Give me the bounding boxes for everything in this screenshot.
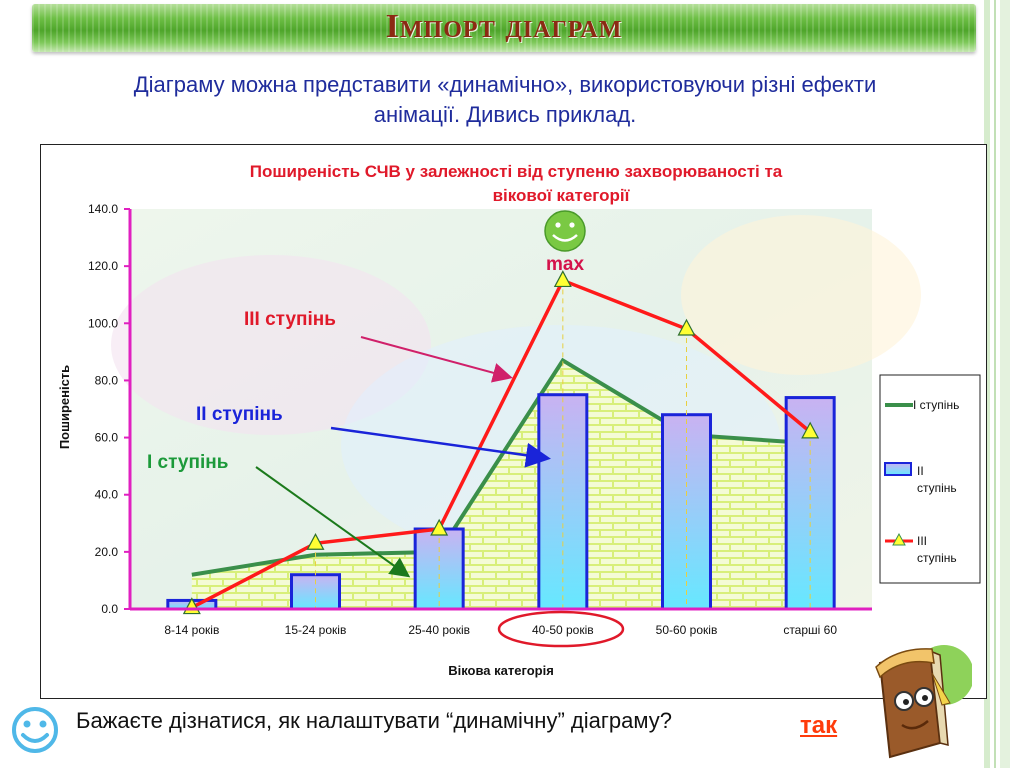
- point-series-3: [801, 421, 820, 439]
- series-1-area-fill: [191, 360, 811, 609]
- legend-label-series-1: I ступінь: [913, 398, 959, 412]
- y-tick-label: 140.0: [88, 202, 118, 216]
- series-3-line: [191, 278, 812, 610]
- highlight-ellipse: [497, 610, 625, 648]
- chart-svg: Поширеність СЧВ у залежності від ступеню…: [57, 162, 981, 678]
- point-series-3: [306, 533, 325, 550]
- y-tick-label: 0.0: [101, 602, 118, 616]
- annotation-series-1: I ступінь: [147, 452, 228, 473]
- legend-label-series-2: II ступінь: [917, 464, 957, 495]
- annotation-arrow-series-2: [330, 426, 551, 468]
- point-series-3: [677, 318, 696, 336]
- slide-title: Імпорт діаграм: [385, 8, 623, 45]
- intro-text: Діаграму можна представити «динамічно», …: [40, 70, 970, 130]
- y-tick-label: 20.0: [95, 545, 119, 559]
- y-tick-label: 120.0: [88, 259, 118, 273]
- x-tick-label: 15-24 років: [285, 623, 347, 637]
- chart-title-line-2: вікової категорії: [493, 186, 631, 205]
- x-tick-label: 8-14 років: [164, 623, 219, 637]
- y-tick-label: 80.0: [95, 373, 119, 387]
- x-tick-label: 40-50 років: [532, 623, 594, 637]
- legend-label-series-3: III ступінь: [917, 534, 957, 565]
- chart-container: Поширеність СЧВ у залежності від ступеню…: [40, 144, 987, 699]
- axis-layer: 0.0 20.0 40.0 60.0 80.0 100.0 120.0 140.0 8-14 р…: [88, 202, 872, 637]
- yes-link[interactable]: так: [800, 712, 838, 739]
- x-tick-label: старші 60: [783, 623, 837, 637]
- annotation-series-2: II ступінь: [196, 404, 283, 425]
- x-tick-label: 25-40 років: [408, 623, 470, 637]
- smiley-face-icon: [12, 707, 58, 753]
- annotation-arrow-series-3: [360, 336, 513, 383]
- book-character-icon: [875, 645, 972, 759]
- x-axis-label: Вікова категорія: [448, 663, 554, 678]
- y-axis-label: Поширеність: [57, 365, 72, 449]
- legend-swatch-series-2: [884, 462, 912, 476]
- smiley-marker-icon: [544, 210, 586, 252]
- y-tick-label: 60.0: [95, 431, 119, 445]
- annotation-arrow-series-1: [255, 466, 411, 578]
- question-text: Бажаєте дізнатися, як налаштувати “динам…: [76, 708, 672, 733]
- title-bar: Імпорт діаграм: [32, 4, 976, 52]
- annotation-series-3: III ступінь: [244, 309, 336, 330]
- max-label: max: [546, 254, 584, 275]
- point-series-3: [553, 270, 572, 288]
- intro-line-2: анімації. Дивись приклад.: [373, 102, 637, 127]
- y-tick-label: 40.0: [95, 488, 119, 502]
- x-tick-label: 50-60 років: [656, 623, 718, 637]
- legend-marker-series-3: [892, 532, 906, 546]
- y-tick-label: 100.0: [88, 316, 118, 330]
- chart-legend: I ступінь II ступінь III ступінь: [879, 374, 981, 584]
- series-line-layer: [182, 270, 820, 615]
- point-series-3: [430, 518, 449, 536]
- chart-title-line-1: Поширеність СЧВ у залежності від ступеню…: [250, 162, 783, 181]
- intro-line-1: Діаграму можна представити «динамічно», …: [133, 72, 877, 97]
- right-decorative-stripe: [976, 0, 1024, 768]
